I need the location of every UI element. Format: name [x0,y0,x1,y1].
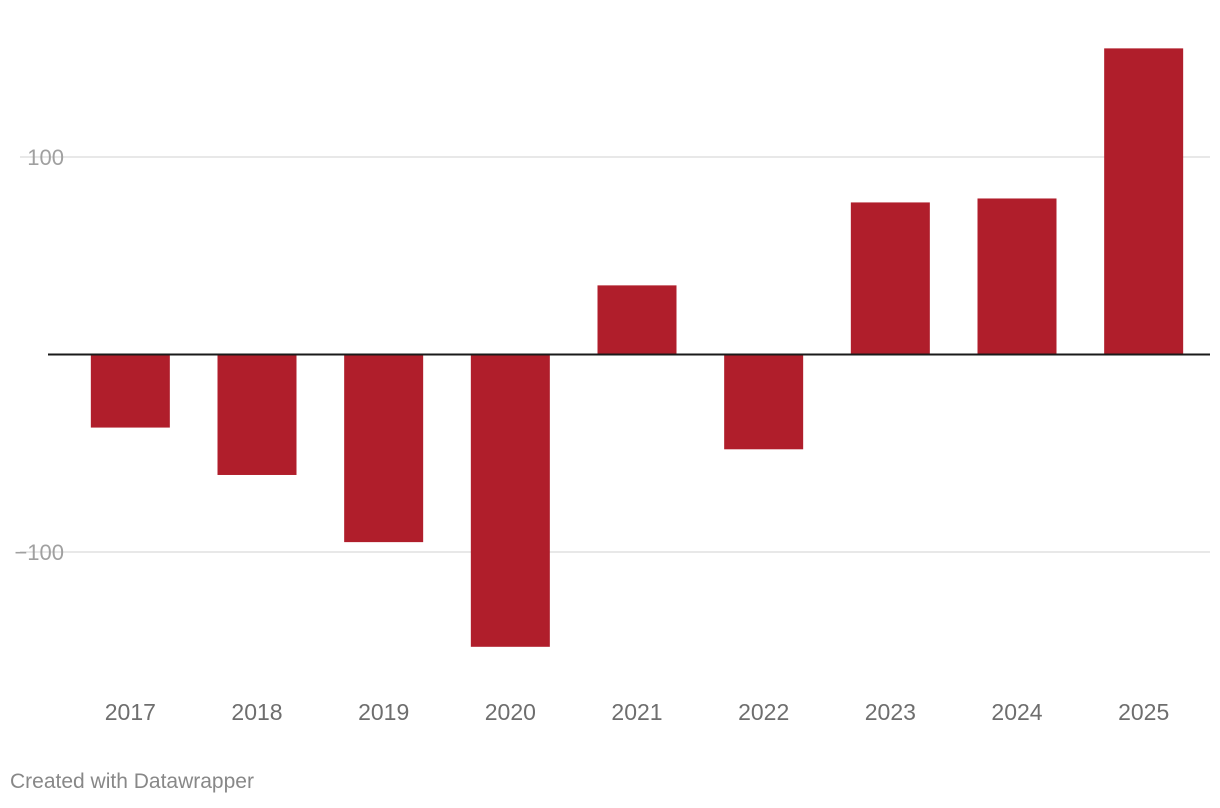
y-tick-label: 100 [27,145,64,170]
bar-chart: 100 −100 2017 2018 2019 2020 2021 2022 2023 2024 2… [14,48,1210,725]
bar-2021[interactable] [597,285,677,355]
x-tick-label-2024: 2024 [991,699,1042,725]
bar-2019[interactable] [344,354,424,543]
chart-canvas: 100 −100 2017 2018 2019 2020 2021 2022 2023 2024 2… [14,48,1210,725]
x-tick-label-2022: 2022 [738,699,789,725]
x-tick-label-2017: 2017 [105,699,156,725]
x-tick-label-2025: 2025 [1118,699,1169,725]
x-tick-label-2020: 2020 [485,699,536,725]
datawrapper-credit[interactable]: Created with Datawrapper [10,770,254,793]
bar-2023[interactable] [850,202,930,355]
bar-2020[interactable] [470,354,550,647]
bar-2022[interactable] [724,354,804,450]
y-tick-label: −100 [14,540,64,565]
x-tick-label-2018: 2018 [231,699,282,725]
bar-2017[interactable] [90,354,170,428]
x-tick-label-2019: 2019 [358,699,409,725]
bar-2024[interactable] [977,198,1057,355]
bar-2025[interactable] [1104,48,1184,355]
x-tick-label-2023: 2023 [865,699,916,725]
bar-2018[interactable] [217,354,297,475]
x-tick-label-2021: 2021 [611,699,662,725]
